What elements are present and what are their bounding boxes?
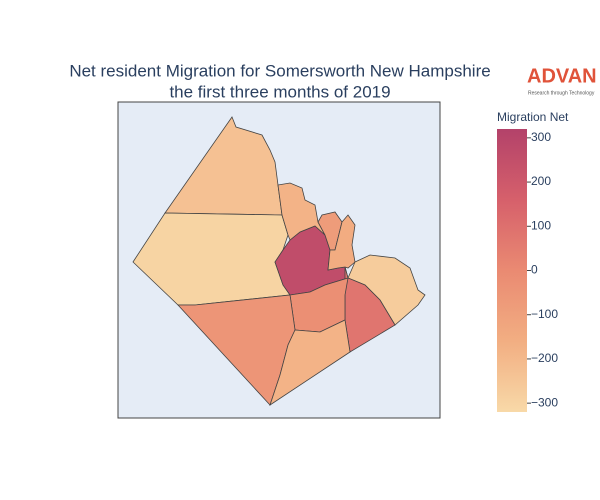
colorbar-tick-label: 300 bbox=[531, 130, 551, 144]
logo: ADVAN bbox=[527, 65, 597, 87]
colorbar bbox=[497, 129, 527, 412]
region bbox=[269, 319, 351, 406]
colorbar-tick-label: 0 bbox=[531, 263, 538, 277]
map bbox=[132, 116, 426, 406]
colorbar-tick-label: 100 bbox=[531, 218, 551, 232]
logo-tagline: Research through Technology bbox=[528, 90, 595, 96]
colorbar-ticks: −300 −200 −100 0 100 200 300 bbox=[527, 130, 558, 409]
colorbar-tick-label: −100 bbox=[531, 307, 558, 321]
colorbar-title: Migration Net bbox=[497, 110, 569, 124]
colorbar-tick-label: −300 bbox=[531, 395, 558, 409]
colorbar-tick-label: −200 bbox=[531, 351, 558, 365]
title: Net resident Migration for Somersworth N… bbox=[69, 61, 490, 80]
title: the first three months of 2019 bbox=[169, 82, 390, 101]
colorbar-tick-label: 200 bbox=[531, 174, 551, 188]
